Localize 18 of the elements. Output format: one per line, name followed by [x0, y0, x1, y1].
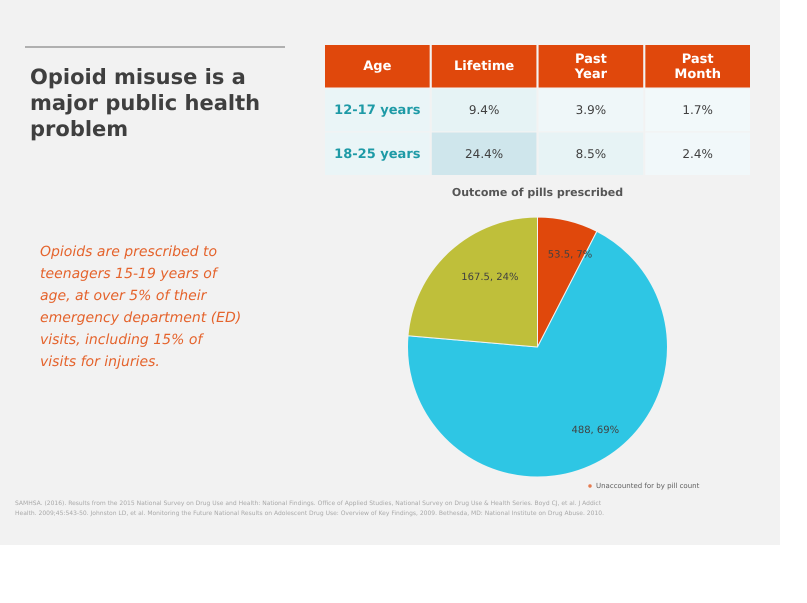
data-label: 24.4% — [465, 146, 504, 161]
text: Opioid misuse is a major public health problem — [30, 65, 260, 141]
data-label: 9.4% — [468, 103, 500, 117]
data-label: 488, 69% — [571, 425, 620, 436]
x-tick-label: Past Month — [674, 52, 721, 82]
y-tick-label: 18-25 years — [334, 146, 421, 162]
data-label: 167.5, 24% — [461, 272, 519, 283]
text: Opioids are prescribed to teenagers 15-19 years of age, at over 5% of their emergency department (ED) visits, including 15% of visits for injuries. — [40, 244, 242, 370]
data-label: 8.5% — [576, 146, 606, 161]
x-tick-label: Lifetime — [454, 59, 514, 74]
data-label: 53.5, 7% — [548, 250, 592, 261]
data-label: 3.9% — [576, 103, 606, 117]
y-tick-label: 12-17 years — [334, 103, 421, 118]
data-label: 2.4% — [682, 146, 713, 161]
chart-title: Outcome of pills prescribed — [452, 186, 624, 199]
y-axis-title: Age — [363, 59, 392, 74]
data-label: 1.7% — [682, 103, 713, 117]
x-tick-label: Past Year — [574, 52, 608, 82]
